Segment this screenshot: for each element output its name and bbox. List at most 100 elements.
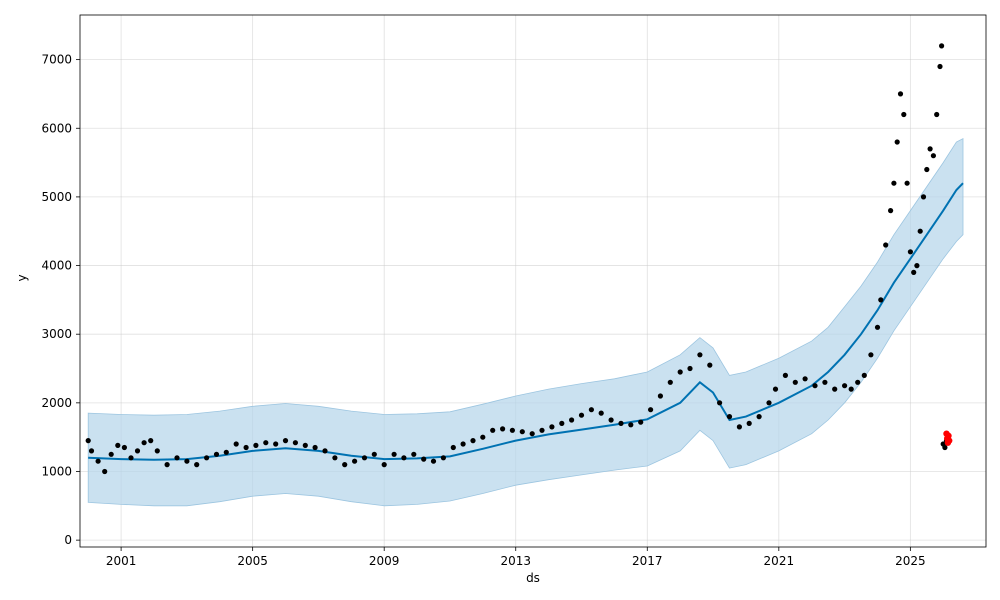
y-tick-label: 3000 bbox=[41, 327, 72, 341]
actual-point bbox=[381, 462, 387, 468]
actual-point bbox=[812, 383, 818, 389]
actual-point bbox=[917, 228, 923, 234]
actual-point bbox=[891, 180, 897, 186]
actual-point bbox=[509, 427, 515, 433]
actual-point bbox=[470, 438, 476, 444]
actual-point bbox=[878, 297, 884, 303]
actual-point bbox=[888, 208, 894, 214]
actual-point bbox=[115, 442, 121, 448]
actual-point bbox=[802, 376, 808, 382]
actual-point bbox=[421, 456, 427, 462]
y-tick-label: 5000 bbox=[41, 190, 72, 204]
actual-point bbox=[657, 393, 664, 399]
actual-point bbox=[638, 419, 644, 425]
actual-point bbox=[273, 441, 279, 447]
y-tick-label: 2000 bbox=[41, 396, 72, 410]
actual-point bbox=[213, 451, 220, 457]
actual-point bbox=[746, 420, 752, 426]
actual-point bbox=[223, 449, 229, 455]
actual-point bbox=[371, 451, 377, 457]
actual-point bbox=[628, 422, 634, 428]
actual-point bbox=[292, 440, 298, 446]
actual-point bbox=[342, 462, 348, 468]
actual-point bbox=[401, 455, 407, 461]
actual-point bbox=[430, 458, 437, 464]
y-tick-label: 6000 bbox=[41, 121, 72, 135]
actual-point bbox=[608, 417, 614, 423]
x-tick-label: 2009 bbox=[369, 554, 400, 568]
actual-point bbox=[539, 427, 545, 433]
actual-point bbox=[352, 458, 358, 464]
actual-point bbox=[549, 424, 555, 430]
actual-point bbox=[848, 386, 854, 392]
actual-point bbox=[243, 444, 249, 451]
actual-point bbox=[391, 451, 397, 457]
actual-point bbox=[782, 372, 789, 378]
actual-point bbox=[914, 263, 920, 269]
actual-point bbox=[901, 111, 907, 118]
actual-point bbox=[194, 462, 200, 468]
actual-point bbox=[707, 362, 713, 368]
actual-point bbox=[907, 249, 914, 255]
actual-point bbox=[717, 400, 723, 406]
actual-point bbox=[883, 242, 889, 248]
actual-point bbox=[102, 468, 108, 475]
actual-point bbox=[822, 379, 828, 385]
actual-point bbox=[927, 146, 933, 152]
y-axis-ticks: 0 1000 2000 3000 4000 5000 6000 7000 bbox=[41, 53, 80, 547]
plot-frame bbox=[79, 14, 987, 548]
highlight-points bbox=[943, 430, 953, 446]
actual-point bbox=[578, 412, 585, 418]
uncertainty-band-area bbox=[87, 137, 964, 507]
actual-point bbox=[687, 365, 693, 372]
x-tick-label: 2005 bbox=[237, 554, 268, 568]
actual-point bbox=[588, 407, 595, 413]
x-tick-label: 2021 bbox=[764, 554, 795, 568]
actual-point bbox=[253, 442, 259, 448]
y-tick-label: 4000 bbox=[41, 259, 72, 273]
actual-point bbox=[411, 451, 417, 457]
actual-point bbox=[141, 440, 147, 446]
actual-point bbox=[894, 139, 900, 145]
actual-point bbox=[618, 420, 624, 426]
highlight-point bbox=[946, 437, 953, 444]
actual-point bbox=[667, 379, 673, 385]
actual-point bbox=[897, 91, 904, 97]
y-tick-label: 0 bbox=[64, 533, 72, 547]
actual-point bbox=[934, 111, 940, 118]
actual-point bbox=[332, 455, 338, 461]
y-axis-label: y bbox=[15, 274, 29, 281]
y-tick-label: 1000 bbox=[41, 464, 72, 478]
actual-point bbox=[121, 444, 127, 451]
actual-point bbox=[490, 427, 496, 433]
x-axis-ticks: 2001 2005 2009 2013 2017 2021 2025 bbox=[106, 547, 926, 568]
actual-point bbox=[154, 448, 160, 454]
actual-point bbox=[726, 414, 733, 420]
x-tick-label: 2017 bbox=[632, 554, 663, 568]
actual-point bbox=[450, 444, 456, 451]
actual-point bbox=[440, 455, 446, 461]
actual-point bbox=[772, 386, 779, 392]
actual-point bbox=[842, 383, 848, 389]
actual-point bbox=[911, 269, 917, 275]
actual-point bbox=[134, 448, 141, 454]
actual-point bbox=[460, 441, 466, 447]
actual-point bbox=[942, 444, 948, 451]
actual-point bbox=[519, 429, 525, 435]
actual-point bbox=[85, 438, 91, 444]
actual-point bbox=[904, 180, 910, 186]
actual-point bbox=[148, 438, 154, 444]
actual-point bbox=[174, 455, 180, 461]
actual-point bbox=[95, 458, 101, 464]
x-tick-label: 2001 bbox=[106, 554, 137, 568]
actual-point bbox=[322, 448, 328, 454]
actual-point bbox=[736, 424, 743, 430]
actual-point bbox=[939, 43, 945, 49]
uncertainty-band bbox=[87, 137, 964, 507]
actual-point bbox=[282, 438, 289, 444]
actual-point bbox=[937, 63, 943, 70]
actual-point bbox=[855, 379, 861, 385]
actual-point bbox=[263, 440, 269, 446]
actual-point bbox=[677, 369, 683, 375]
x-axis-label: ds bbox=[526, 571, 540, 585]
